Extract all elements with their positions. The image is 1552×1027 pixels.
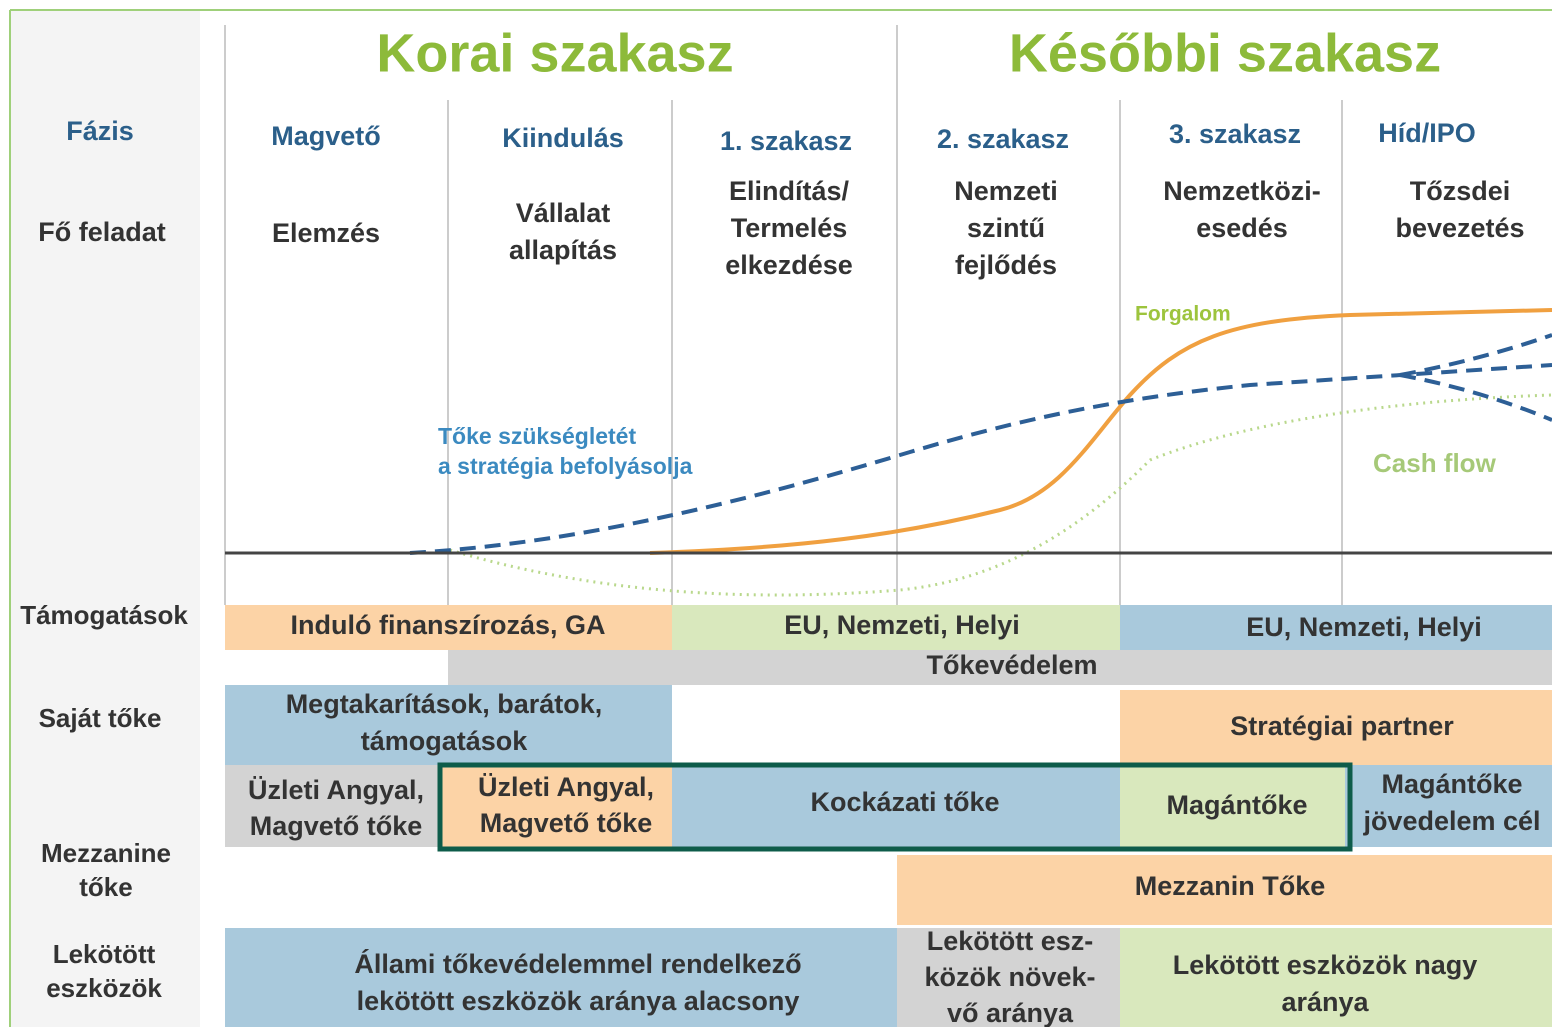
label-column bbox=[10, 10, 200, 1027]
band-label: Megtakarítások, barátok, bbox=[286, 689, 603, 719]
band-label: Induló finanszírozás, GA bbox=[290, 610, 605, 640]
stage-task: Tőzsdei bbox=[1410, 176, 1511, 206]
band-label: Magántőke bbox=[1381, 769, 1522, 799]
band-label: jövedelem cél bbox=[1362, 806, 1540, 836]
band bbox=[225, 765, 440, 847]
band bbox=[1345, 765, 1552, 847]
row-label: Mezzanine bbox=[41, 838, 171, 868]
row-label: eszközök bbox=[46, 973, 162, 1003]
stage-task: Nemzetközi- bbox=[1163, 176, 1321, 206]
curve-label: Cash flow bbox=[1373, 448, 1497, 478]
row-label: tőke bbox=[79, 872, 132, 902]
row-label: Lekötött bbox=[53, 939, 156, 969]
band-label: Mezzanin Tőke bbox=[1135, 871, 1326, 901]
band bbox=[225, 685, 672, 765]
band-label: Stratégiai partner bbox=[1230, 711, 1454, 741]
band bbox=[440, 765, 672, 847]
stage-task: Elindítás/ bbox=[729, 176, 850, 206]
header-late: Későbbi szakasz bbox=[1009, 23, 1441, 83]
band bbox=[897, 855, 1552, 925]
stage-task: Vállalat bbox=[516, 198, 611, 228]
row-label: Saját tőke bbox=[39, 703, 162, 733]
stage-task: esedés bbox=[1196, 213, 1288, 243]
band bbox=[225, 928, 897, 1027]
band-label: Üzleti Angyal, bbox=[478, 772, 654, 802]
band bbox=[1120, 928, 1552, 1027]
band bbox=[897, 928, 1120, 1027]
band-label: közök növek- bbox=[924, 962, 1095, 992]
band-label: Lekötött esz- bbox=[927, 926, 1094, 956]
stage-name: Magvető bbox=[271, 121, 381, 151]
band-label: lekötött eszközök aránya alacsony bbox=[357, 986, 800, 1016]
band bbox=[1120, 690, 1552, 765]
band bbox=[672, 605, 1120, 650]
band-label: Kockázati tőke bbox=[810, 787, 999, 817]
highlight-frame bbox=[437, 762, 1353, 852]
band bbox=[1120, 605, 1552, 650]
column-lines bbox=[224, 25, 1343, 605]
band-label: Állami tőkevédelemmel rendelkező bbox=[354, 948, 801, 979]
band bbox=[1120, 765, 1345, 847]
band-label: támogatások bbox=[361, 726, 529, 756]
band-label: EU, Nemzeti, Helyi bbox=[784, 610, 1020, 640]
band-label: Magvető tőke bbox=[250, 811, 423, 841]
row-label: Támogatások bbox=[20, 600, 188, 630]
band-label: Magvető tőke bbox=[480, 808, 653, 838]
band-label: Tőkevédelem bbox=[926, 650, 1097, 680]
band-label: EU, Nemzeti, Helyi bbox=[1246, 612, 1482, 642]
stage-task: Nemzeti bbox=[954, 176, 1058, 206]
stage-name: 3. szakasz bbox=[1169, 119, 1301, 149]
stage-task: szintű bbox=[967, 213, 1045, 243]
band-label: aránya bbox=[1281, 987, 1369, 1017]
curve-label: Forgalom bbox=[1135, 303, 1231, 326]
stage-task: bevezetés bbox=[1395, 213, 1524, 243]
band bbox=[448, 650, 1552, 685]
curves bbox=[409, 308, 1552, 597]
stage-name: 2. szakasz bbox=[937, 124, 1069, 154]
stage-name: Kiindulás bbox=[502, 123, 624, 153]
curve-label: Tőke szükségletét bbox=[438, 423, 636, 449]
row-label: Fő feladat bbox=[38, 217, 166, 247]
band-label: Üzleti Angyal, bbox=[248, 775, 424, 805]
stage-task: fejlődés bbox=[955, 250, 1057, 280]
stage-name: Híd/IPO bbox=[1378, 118, 1476, 148]
band-label: vő aránya bbox=[947, 998, 1074, 1027]
stage-name: 1. szakasz bbox=[720, 126, 852, 156]
band bbox=[225, 605, 672, 650]
header-early: Korai szakasz bbox=[376, 23, 733, 83]
row-label: Fázis bbox=[66, 116, 134, 146]
stage-task: elkezdése bbox=[725, 250, 853, 280]
stage-task: Termelés bbox=[731, 213, 848, 243]
stage-task: Elemzés bbox=[272, 218, 380, 248]
stage-task: allapítás bbox=[509, 235, 617, 265]
band bbox=[672, 765, 1120, 847]
band-label: Magántőke bbox=[1166, 790, 1307, 820]
band-label: Lekötött eszközök nagy bbox=[1173, 950, 1478, 980]
curve-label: a stratégia befolyásolja bbox=[438, 453, 693, 479]
